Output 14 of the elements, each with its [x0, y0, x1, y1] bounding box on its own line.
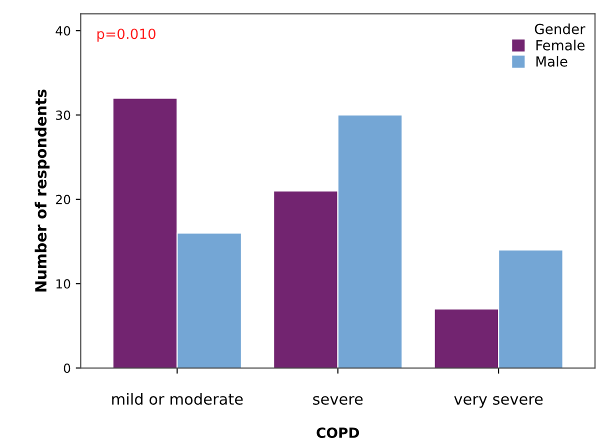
legend-label: Female: [536, 40, 585, 50]
legend-label: Male: [536, 56, 568, 67]
y-tick-label: 10: [56, 279, 70, 289]
annotation: p=0.010: [97, 28, 156, 42]
legend-title: Gender: [534, 24, 586, 34]
y-tick-label: 40: [56, 26, 70, 36]
y-tick-label: 30: [56, 110, 70, 120]
x-tick-label: very severe: [454, 396, 543, 408]
y-tick-label: 0: [64, 363, 70, 373]
y-axis-title: Number of respondents: [34, 90, 50, 292]
x-tick-label: mild or moderate: [112, 393, 243, 405]
y-tick-label: 20: [56, 194, 70, 204]
x-axis-title: COPD: [316, 427, 359, 438]
x-tick-label: severe: [313, 396, 363, 405]
